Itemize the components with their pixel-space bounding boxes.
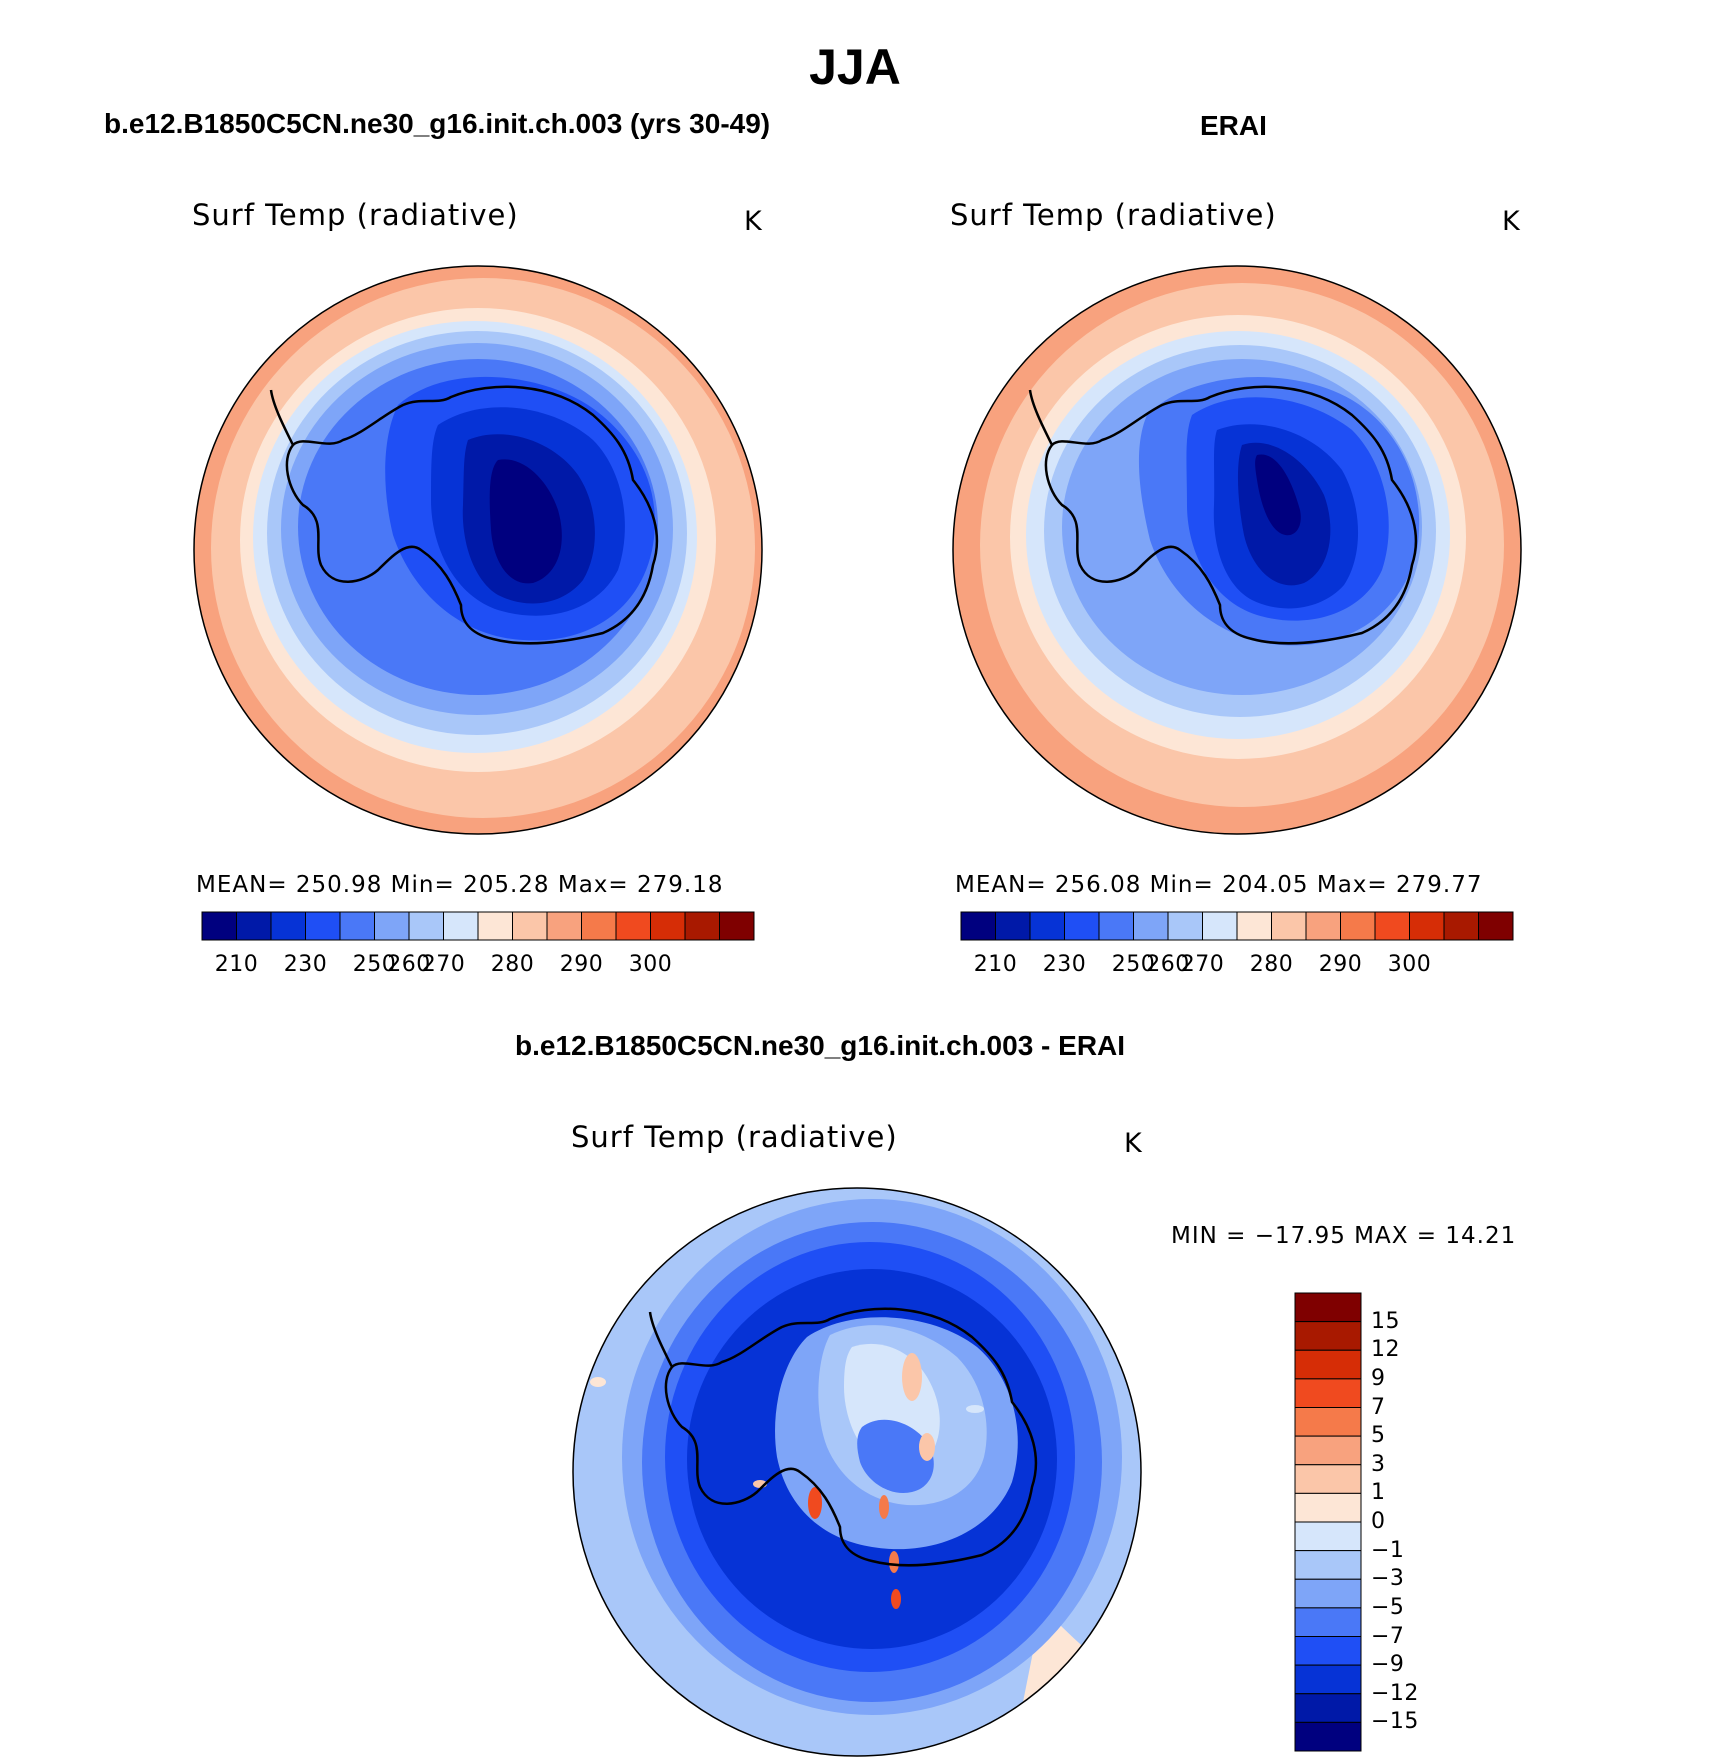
colorbar-tick-label: −5 (1371, 1594, 1405, 1620)
colorbar-tick-label: 290 (1318, 952, 1363, 977)
colorbar-swatch (684, 911, 720, 941)
colorbar-tick-label: 12 (1371, 1337, 1400, 1363)
map-obs (952, 265, 1522, 835)
colorbar-tick-label: −12 (1371, 1680, 1419, 1706)
colorbar-swatch (1340, 911, 1376, 941)
colorbar-swatch (477, 911, 513, 941)
colorbar-swatch (1294, 1464, 1362, 1494)
colorbar-tick-label: 9 (1371, 1365, 1386, 1391)
colorbar-tick-label: −3 (1371, 1566, 1405, 1592)
stats-obs: MEAN= 256.08 Min= 204.05 Max= 279.77 (955, 872, 1483, 898)
map-model (193, 265, 763, 835)
colorbar-tick-label: 270 (421, 952, 466, 977)
colorbar-swatch (1294, 1435, 1362, 1466)
colorbar-swatch (581, 911, 617, 941)
variable-label-model: Surf Temp (radiative) (192, 198, 519, 232)
colorbar-swatch (1478, 911, 1514, 941)
stats-model: MEAN= 250.98 Min= 205.28 Max= 279.18 (196, 872, 724, 898)
colorbar-tick-label: 280 (490, 952, 535, 977)
colorbar-swatch (1098, 911, 1134, 941)
colorbar-model (201, 911, 755, 941)
colorbar-swatch (1294, 1292, 1362, 1323)
colorbar-tick-label: 210 (973, 952, 1018, 977)
colorbar-swatch (374, 911, 410, 941)
colorbar-tick-label: 7 (1371, 1394, 1386, 1420)
colorbar-swatch (305, 911, 341, 941)
colorbar-swatch (1202, 911, 1238, 941)
units-label-obs: K (1502, 206, 1521, 237)
colorbar-swatch (1294, 1664, 1362, 1695)
colorbar-tick-label: 250 (352, 952, 397, 977)
colorbar-swatch (270, 911, 306, 941)
colorbar-tick-label: 260 (387, 952, 431, 977)
main-title: JJA (809, 39, 901, 95)
colorbar-swatch (201, 911, 237, 941)
colorbar-swatch (650, 911, 686, 941)
colorbar-swatch (615, 911, 651, 941)
colorbar-swatch (546, 911, 582, 941)
panel-title-obs: ERAI (1200, 110, 1267, 141)
colorbar-tick-label: 250 (1111, 952, 1156, 977)
colorbar-swatch (1167, 911, 1203, 941)
colorbar-swatch (1236, 911, 1272, 941)
colorbar-tick-label: 15 (1371, 1308, 1400, 1334)
colorbar-tick-label: 300 (1387, 952, 1432, 977)
colorbar-swatch (1305, 911, 1341, 941)
colorbar-tick-label: 230 (283, 952, 328, 977)
colorbar-swatch (1374, 911, 1410, 941)
colorbar-tick-label: 300 (628, 952, 673, 977)
colorbar-swatch (1294, 1321, 1362, 1351)
colorbar-swatch (1271, 911, 1307, 941)
units-label-diff: K (1124, 1128, 1143, 1159)
colorbar-swatch (1294, 1492, 1362, 1523)
colorbar-swatch (1294, 1578, 1362, 1609)
colorbar-swatch (1294, 1550, 1362, 1580)
colorbar-swatch (1294, 1378, 1362, 1408)
colorbar-tick-label: 1 (1371, 1480, 1386, 1506)
colorbar-tick-label: −15 (1371, 1709, 1419, 1735)
colorbar-tick-label: 210 (214, 952, 259, 977)
colorbar-swatch (719, 911, 755, 941)
colorbar-swatch (1294, 1407, 1362, 1437)
colorbar-swatch (339, 911, 375, 941)
colorbar-swatch (1133, 911, 1169, 941)
colorbar-swatch (995, 911, 1031, 941)
colorbar-tick-label: 5 (1371, 1423, 1386, 1449)
colorbar-swatch (1294, 1349, 1362, 1380)
map-diff (572, 1187, 1142, 1757)
colorbar-diff (1294, 1292, 1362, 1752)
colorbar-swatch (1443, 911, 1479, 941)
colorbar-swatch (1409, 911, 1445, 941)
colorbar-tick-label: 290 (559, 952, 604, 977)
colorbar-swatch (1294, 1693, 1362, 1723)
colorbar-obs (960, 911, 1514, 941)
colorbar-swatch (408, 911, 444, 941)
colorbar-swatch (1064, 911, 1100, 941)
colorbar-swatch (1294, 1521, 1362, 1552)
colorbar-swatch (512, 911, 548, 941)
colorbar-swatch (1294, 1607, 1362, 1637)
stats-diff: MIN = −17.95 MAX = 14.21 (1171, 1223, 1517, 1249)
colorbar-tick-label: −7 (1371, 1623, 1405, 1649)
variable-label-diff: Surf Temp (radiative) (571, 1120, 898, 1154)
colorbar-tick-label: 230 (1042, 952, 1087, 977)
colorbar-swatch (236, 911, 272, 941)
colorbar-tick-label: 3 (1371, 1451, 1386, 1477)
colorbar-tick-label: −1 (1371, 1537, 1405, 1563)
panel-title-model: b.e12.B1850C5CN.ne30_g16.init.ch.003 (yr… (104, 108, 771, 139)
colorbar-tick-label: 0 (1371, 1509, 1386, 1534)
colorbar-tick-label: 270 (1180, 952, 1225, 977)
colorbar-tick-label: 260 (1146, 952, 1190, 977)
colorbar-tick-label: −9 (1371, 1652, 1405, 1678)
colorbar-swatch (960, 911, 996, 941)
colorbar-swatch (443, 911, 479, 941)
variable-label-obs: Surf Temp (radiative) (950, 198, 1277, 232)
units-label-model: K (744, 206, 763, 237)
colorbar-swatch (1029, 911, 1065, 941)
panel-title-diff: b.e12.B1850C5CN.ne30_g16.init.ch.003 - E… (515, 1030, 1126, 1061)
colorbar-swatch (1294, 1636, 1362, 1666)
colorbar-tick-label: 280 (1249, 952, 1294, 977)
colorbar-swatch (1294, 1721, 1362, 1752)
